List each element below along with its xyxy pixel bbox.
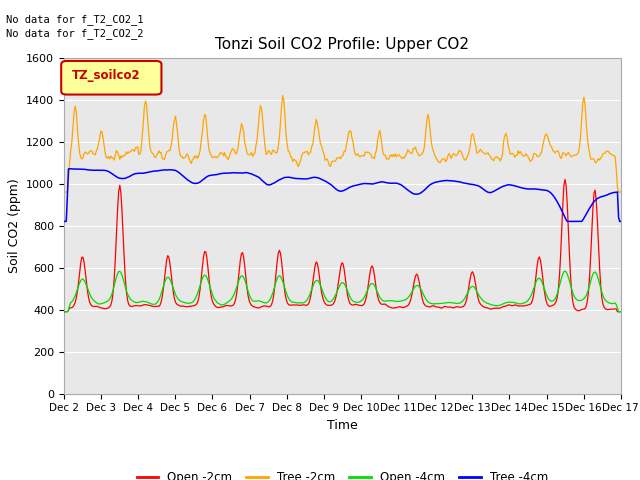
Title: Tonzi Soil CO2 Profile: Upper CO2: Tonzi Soil CO2 Profile: Upper CO2 [216, 37, 469, 52]
Text: No data for f_T2_CO2_1: No data for f_T2_CO2_1 [6, 13, 144, 24]
Legend: Open -2cm, Tree -2cm, Open -4cm, Tree -4cm: Open -2cm, Tree -2cm, Open -4cm, Tree -4… [132, 466, 553, 480]
X-axis label: Time: Time [327, 419, 358, 432]
Text: No data for f_T2_CO2_2: No data for f_T2_CO2_2 [6, 28, 144, 39]
Y-axis label: Soil CO2 (ppm): Soil CO2 (ppm) [8, 178, 20, 273]
Text: TZ_soilco2: TZ_soilco2 [72, 70, 141, 83]
FancyBboxPatch shape [61, 61, 161, 95]
